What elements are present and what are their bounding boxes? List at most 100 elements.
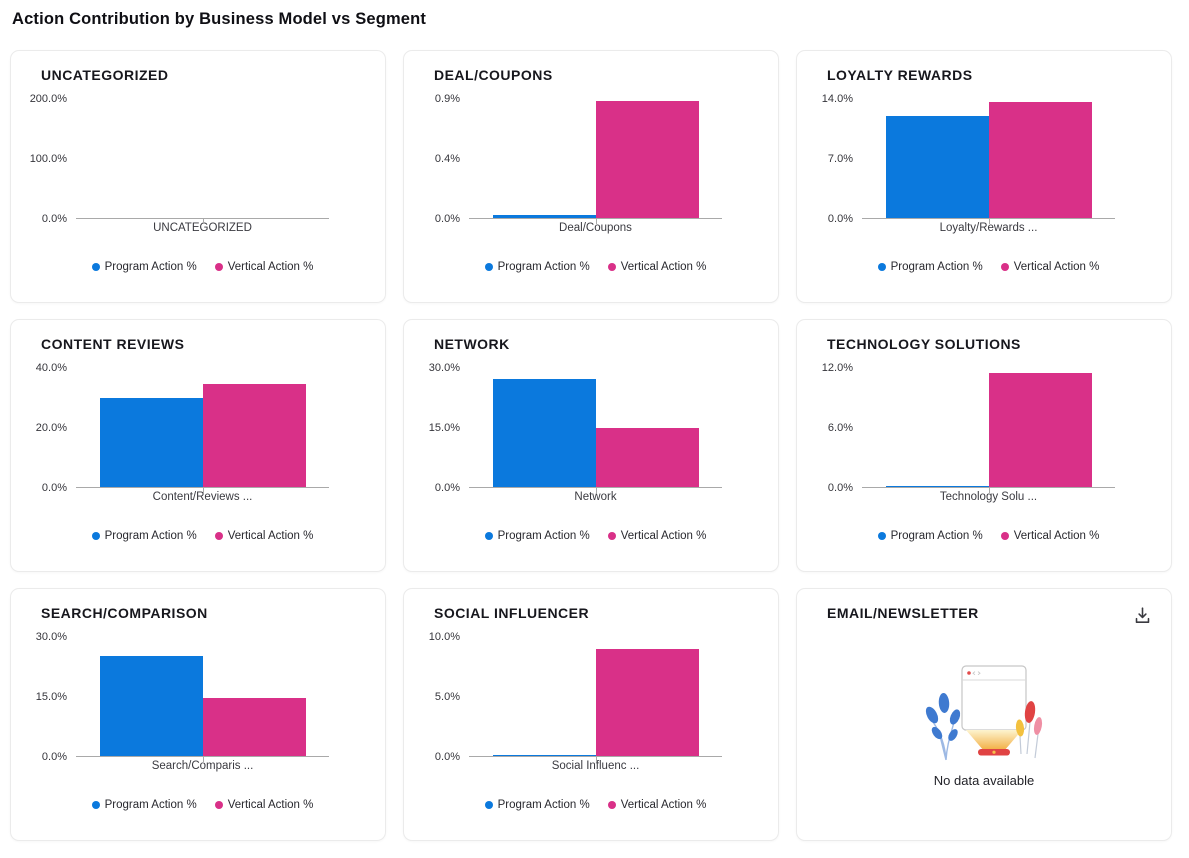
vertical-bar[interactable] [202,698,306,756]
legend-item-vertical[interactable]: Vertical Action % [607,261,707,273]
x-axis-label: Content/Reviews ... [152,491,253,503]
chart-panel: UNCATEGORIZED 200.0% 100.0% 0.0% U [10,50,386,303]
program-bar[interactable] [492,755,596,756]
legend-item-vertical[interactable]: Vertical Action % [214,530,313,542]
y-tick-label: 0.0% [827,482,853,494]
panel-title: SEARCH/COMPARISON [41,605,208,621]
chart-body: 12.0% 6.0% 0.0% Technology Solu ... [807,362,1115,542]
x-axis-line [862,218,1115,219]
plot-row: 40.0% 20.0% 0.0% [21,362,329,494]
legend-item-vertical[interactable]: Vertical Action % [607,530,707,542]
x-axis-tick [988,488,990,493]
x-axis-label: Loyalty/Rewards ... [939,222,1038,234]
y-tick-label: 15.0% [35,691,67,703]
legend-item-program[interactable]: Program Action % [877,530,983,542]
chart-body: 200.0% 100.0% 0.0% UNCATEGORIZED [21,93,329,273]
legend-marker-program-icon [877,532,886,540]
x-axis-tick [988,219,990,224]
y-axis-labels: 12.0% 6.0% 0.0% [807,362,862,494]
program-bar[interactable] [885,116,989,218]
legend-item-program[interactable]: Program Action % [91,530,197,542]
x-axis-line [76,487,329,488]
y-tick-label: 0.0% [41,213,67,225]
plot-area [469,368,722,493]
vertical-bar[interactable] [202,383,306,487]
legend-marker-program-icon [91,532,100,540]
legend-item-vertical[interactable]: Vertical Action % [214,799,313,811]
y-axis-labels: 10.0% 5.0% 0.0% [414,631,469,763]
legend-label-vertical: Vertical Action % [620,530,707,542]
y-tick-label: 100.0% [29,153,67,165]
program-bar[interactable] [885,486,989,487]
bar-group [492,378,699,487]
x-axis-line [469,218,722,219]
legend-item-program[interactable]: Program Action % [484,261,590,273]
program-bar[interactable] [492,378,596,487]
legend-label-vertical: Vertical Action % [227,261,314,273]
x-axis-tick [202,488,204,493]
legend-item-vertical[interactable]: Vertical Action % [607,799,707,811]
panel-title: TECHNOLOGY SOLUTIONS [827,336,1021,352]
vertical-bar[interactable] [988,102,1092,218]
plot-row: 30.0% 15.0% 0.0% [21,631,329,763]
y-tick-label: 14.0% [821,93,853,105]
panel-header: UNCATEGORIZED [11,51,385,83]
chart-body: 14.0% 7.0% 0.0% Loyalty/Rewards ... [807,93,1115,273]
legend-item-program[interactable]: Program Action % [484,530,590,542]
vertical-bar[interactable] [595,649,699,756]
charts-grid: UNCATEGORIZED 200.0% 100.0% 0.0% U [10,50,1172,841]
plot-area [862,99,1115,224]
browser-window-icon [961,665,1027,731]
chart-panel: LOYALTY REWARDS 14.0% 7.0% 0.0% Lo [796,50,1172,303]
x-axis-label: UNCATEGORIZED [153,222,252,234]
legend-label-program: Program Action % [104,261,197,273]
plot-area [862,368,1115,493]
vertical-bar[interactable] [595,428,699,487]
panel-header: TECHNOLOGY SOLUTIONS [797,320,1171,352]
legend-item-vertical[interactable]: Vertical Action % [1000,261,1099,273]
chart-panel: DEAL/COUPONS 0.9% 0.4% 0.0% Deal/C [403,50,779,303]
download-icon [1135,607,1150,624]
legend-item-vertical[interactable]: Vertical Action % [1000,530,1100,542]
program-bar[interactable] [99,656,203,756]
legend-item-program[interactable]: Program Action % [91,799,197,811]
legend-label-vertical: Vertical Action % [1013,530,1100,542]
legend-marker-program-icon [484,532,493,540]
panel-header: EMAIL/NEWSLETTER [797,589,1171,628]
legend-label-program: Program Action % [497,261,590,273]
legend-item-program[interactable]: Program Action % [91,261,197,273]
vertical-bar[interactable] [988,373,1092,487]
x-axis-label: Deal/Coupons [559,222,632,234]
legend: Program Action % Vertical Action % [469,799,722,811]
plot-row: 200.0% 100.0% 0.0% [21,93,329,225]
plant-right-icon [1015,701,1043,759]
y-tick-label: 200.0% [29,93,67,105]
download-button[interactable] [1130,603,1155,628]
x-axis-line [76,756,329,757]
legend-label-program: Program Action % [104,799,197,811]
plot-area [469,637,722,762]
panel-header: DEAL/COUPONS [404,51,778,83]
x-axis-line [469,756,722,757]
plot-row: 0.9% 0.4% 0.0% [414,93,722,225]
y-tick-label: 0.0% [434,751,460,763]
legend-item-vertical[interactable]: Vertical Action % [214,261,314,273]
program-bar[interactable] [492,215,596,218]
x-axis-label: Technology Solu ... [939,491,1038,503]
program-bar[interactable] [99,397,203,487]
legend-label-vertical: Vertical Action % [620,799,707,811]
chart-body: 10.0% 5.0% 0.0% Social Influenc ... [414,631,722,811]
x-axis-label: Search/Comparis ... [151,760,254,772]
legend-marker-program-icon [877,263,886,271]
bar-group [99,656,306,756]
vertical-bar[interactable] [595,100,699,218]
y-tick-label: 0.4% [434,153,460,165]
legend-marker-program-icon [484,801,493,809]
legend-item-program[interactable]: Program Action % [877,261,983,273]
bar-group [99,383,306,487]
panel-header: CONTENT REVIEWS [11,320,385,352]
legend-item-program[interactable]: Program Action % [484,799,590,811]
legend-label-vertical: Vertical Action % [620,261,707,273]
x-axis-line [862,487,1115,488]
panel-title: LOYALTY REWARDS [827,67,973,83]
